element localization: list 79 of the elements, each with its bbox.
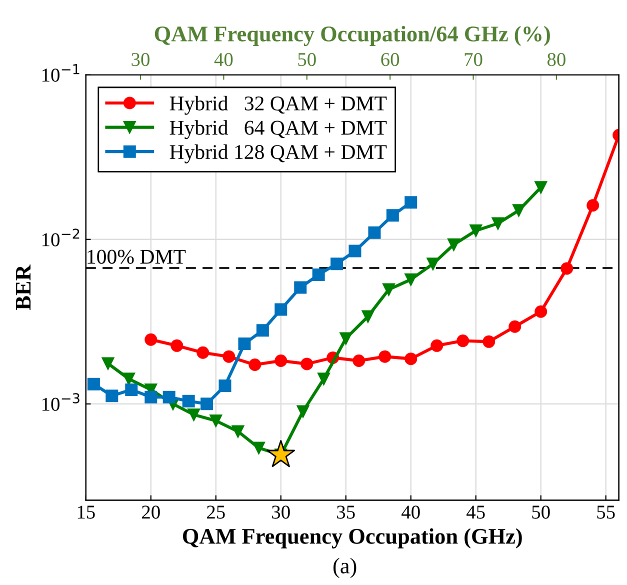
point	[534, 305, 548, 318]
point	[508, 320, 522, 333]
x-tick-label: 15	[78, 506, 95, 519]
point	[218, 379, 232, 392]
legend-label: Hybrid 128 QAM + DMT	[170, 144, 387, 164]
point	[362, 310, 374, 323]
x-tick-label: 30	[272, 506, 290, 519]
y-tick-label: 10$^{−3}$	[42, 393, 80, 411]
point	[274, 354, 288, 367]
point	[348, 244, 362, 258]
x2-tick-label: 40	[214, 52, 233, 66]
point	[426, 258, 440, 270]
point	[170, 339, 184, 352]
point	[106, 390, 118, 402]
point	[382, 283, 396, 296]
point	[256, 324, 269, 337]
x-tick-label: 55	[597, 506, 615, 519]
point	[294, 281, 307, 294]
point	[404, 196, 418, 209]
point	[352, 354, 366, 367]
ref-line-label: 100% DMT	[88, 250, 186, 264]
point	[470, 224, 482, 237]
point	[368, 226, 381, 239]
point	[404, 273, 418, 286]
point	[300, 358, 314, 370]
x2-tick-label: 70	[464, 52, 482, 66]
x2-tick-label: 80	[547, 52, 566, 66]
x2-axis-title: QAM Frequency Occupation/64 GHz (%)	[154, 26, 550, 46]
point	[144, 333, 158, 346]
point	[448, 238, 460, 251]
point	[560, 262, 574, 275]
point	[182, 394, 195, 408]
point	[534, 181, 548, 194]
point	[188, 408, 200, 421]
point	[196, 346, 210, 359]
point	[162, 390, 176, 404]
y-axis-title: BER	[16, 264, 31, 310]
x-tick-label: 45	[466, 506, 485, 519]
point	[248, 358, 262, 372]
y-tick-label: 10$^{−2}$	[42, 228, 80, 246]
point	[144, 390, 158, 404]
x-tick-label: 50	[532, 506, 550, 519]
legend-label: Hybrid 64 QAM + DMT	[170, 120, 387, 140]
point	[232, 425, 244, 438]
point	[266, 440, 296, 468]
point	[330, 258, 344, 270]
legend-label: Hybrid 32 QAM + DMT	[170, 96, 387, 115]
point	[492, 217, 504, 230]
point	[252, 442, 266, 454]
x2-tick-label: 30	[132, 52, 150, 66]
point	[210, 414, 222, 428]
x-axis-title: QAM Frequency Occupation (GHz)	[183, 528, 522, 548]
x2-tick-label: 50	[298, 52, 316, 66]
text: (a)	[333, 558, 356, 578]
point	[200, 398, 214, 410]
point	[87, 378, 100, 390]
y-tick-label: 10$^{−1}$	[42, 64, 80, 82]
point	[386, 209, 399, 222]
point	[318, 372, 330, 386]
point	[404, 352, 418, 366]
point	[340, 332, 352, 345]
x-tick-label: 20	[142, 506, 160, 519]
point	[312, 268, 325, 281]
point	[456, 334, 470, 348]
point	[512, 204, 526, 217]
point	[378, 350, 392, 363]
x-tick-label: 40	[402, 506, 420, 519]
point	[222, 350, 236, 363]
point	[274, 303, 288, 316]
point	[482, 335, 496, 348]
x2-tick-label: 60	[381, 52, 400, 66]
point	[296, 405, 310, 418]
point	[238, 338, 251, 350]
x-tick-label: 35	[337, 506, 355, 519]
point	[430, 339, 444, 352]
point	[586, 199, 600, 212]
point	[102, 357, 114, 370]
point	[125, 383, 138, 396]
x-tick-label: 25	[207, 506, 225, 519]
